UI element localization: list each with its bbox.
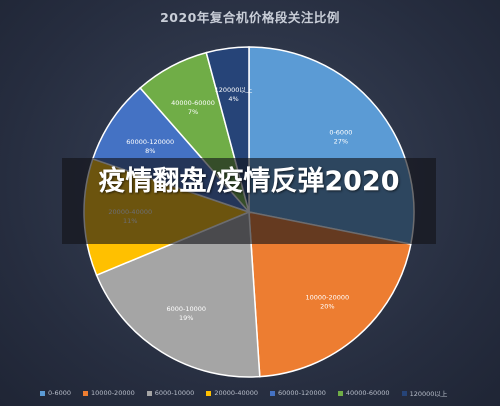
slice-percent-label: 7%	[188, 108, 198, 116]
slice-category-label: 120000以上	[215, 85, 253, 94]
legend-item: 120000以上	[401, 388, 448, 398]
slice-category-label: 40000-60000	[171, 99, 215, 107]
slice-category-label: 60000-120000	[126, 138, 174, 146]
pie-slice-2	[95, 210, 261, 378]
legend-item: 0-6000	[40, 389, 71, 397]
slice-category-label: 6000-10000	[166, 305, 206, 313]
legend-swatch	[206, 390, 212, 396]
slice-percent-label: 8%	[145, 147, 155, 155]
slice-category-label: 0-6000	[329, 129, 352, 137]
legend-label: 120000以上	[409, 390, 448, 398]
legend-item: 60000-120000	[270, 389, 326, 397]
pie-slice-1	[248, 211, 412, 378]
legend-swatch	[40, 390, 45, 396]
legend-item: 10000-20000	[83, 389, 135, 397]
legend-label: 40000-60000	[345, 389, 390, 397]
chart-title: 2020年复合机价格段关注比例	[160, 10, 340, 25]
headline-overlay	[62, 158, 436, 244]
legend-label: 60000-120000	[278, 389, 326, 397]
legend-swatch	[83, 390, 89, 396]
headline-text: 疫情翻盘/疫情反弹2020	[98, 166, 400, 197]
chart-legend: 0-6000 10000-20000 6000-10000 20000-40000 60…	[40, 386, 480, 400]
legend-item: 20000-40000	[206, 389, 258, 397]
slice-category-label: 10000-20000	[305, 293, 349, 301]
legend-swatch	[401, 390, 407, 396]
slice-percent-label: 19%	[179, 314, 193, 322]
legend-swatch	[337, 390, 343, 396]
legend-item: 6000-10000	[146, 389, 195, 397]
slice-percent-label: 4%	[228, 95, 238, 103]
legend-label: 6000-10000	[154, 389, 195, 397]
legend-label: 0-6000	[48, 389, 72, 397]
legend-item: 40000-60000	[337, 389, 390, 397]
legend-swatch	[146, 390, 152, 396]
slice-percent-label: 27%	[334, 138, 348, 146]
legend-swatch	[270, 390, 276, 396]
legend-label: 10000-20000	[91, 389, 135, 397]
slice-percent-label: 20%	[320, 302, 334, 310]
legend-label: 20000-40000	[214, 389, 259, 397]
